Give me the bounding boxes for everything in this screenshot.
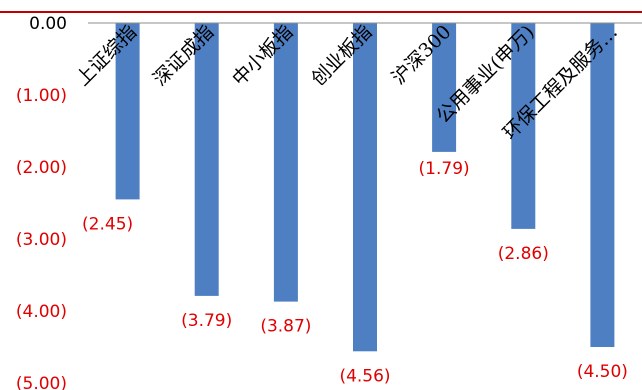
y-tick-labels: 0.00 (1.00) (2.00) (3.00) (4.00) (5.00) bbox=[16, 14, 67, 390]
bars-group bbox=[115, 23, 615, 352]
y-tick-label: (1.00) bbox=[16, 86, 67, 106]
y-tick-label: (3.00) bbox=[16, 230, 67, 250]
bar-1 bbox=[115, 23, 140, 200]
data-label-6: (2.86) bbox=[498, 244, 549, 264]
data-labels: (2.45) (3.79) (3.87) (4.56) (1.79) (2.86) (4.5… bbox=[82, 159, 628, 386]
bar-4 bbox=[353, 23, 377, 352]
y-tick-label: 0.00 bbox=[29, 14, 67, 34]
data-label-1: (2.45) bbox=[82, 214, 133, 234]
top-rule bbox=[0, 11, 642, 13]
bar-3 bbox=[273, 23, 298, 302]
y-tick-label: (2.00) bbox=[16, 158, 67, 178]
bar-7 bbox=[590, 23, 615, 347]
bar-5 bbox=[432, 23, 457, 152]
bar-2 bbox=[194, 23, 219, 296]
y-tick-label: (4.00) bbox=[16, 302, 67, 322]
data-label-3: (3.87) bbox=[260, 317, 311, 337]
data-label-2: (3.79) bbox=[181, 311, 232, 331]
data-label-5: (1.79) bbox=[419, 159, 470, 179]
y-tick-label: (5.00) bbox=[16, 374, 67, 390]
data-label-4: (4.56) bbox=[339, 366, 390, 386]
bar-6 bbox=[511, 23, 536, 229]
category-labels: 上证综指 深证成指 中小板指 创业板指 沪深300公用事业(申万)环保工程及服务… bbox=[72, 21, 622, 144]
data-label-7: (4.50) bbox=[577, 362, 628, 382]
